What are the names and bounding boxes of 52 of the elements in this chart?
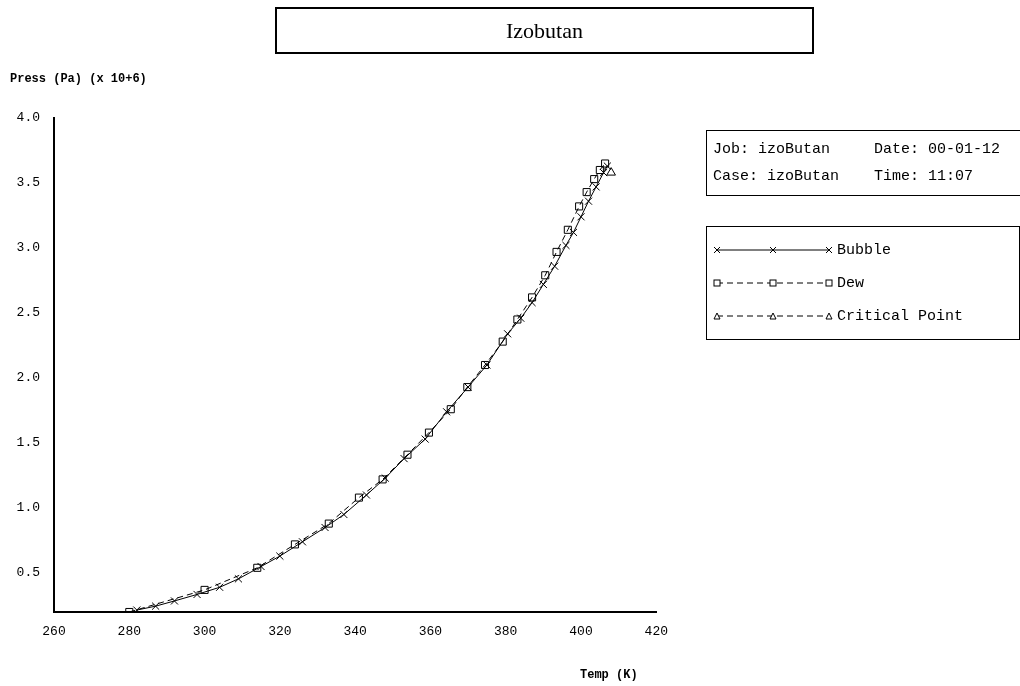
point <box>552 247 561 256</box>
text: Case: izoButan <box>713 168 841 185</box>
y-tick-label: 3.0 <box>16 240 40 256</box>
x-tick-label: 320 <box>268 624 292 640</box>
point <box>498 337 507 346</box>
y-tick-label: 0.5 <box>16 565 40 581</box>
legend-label: Critical Point <box>837 307 964 325</box>
point <box>601 159 610 168</box>
point <box>253 563 262 572</box>
point <box>513 315 522 324</box>
point <box>582 188 591 197</box>
x-tick-label: 280 <box>117 624 141 640</box>
text: Date: 00-01-12 <box>874 141 1002 158</box>
text: Time: 11:07 <box>874 168 975 185</box>
point <box>151 602 160 611</box>
point <box>595 165 604 175</box>
y-axis-title: Press (Pa) (x 10+6) <box>10 72 147 86</box>
point <box>563 225 572 234</box>
point <box>561 241 570 250</box>
point <box>606 167 616 176</box>
point <box>590 175 599 184</box>
x-tick-label: 380 <box>494 624 518 640</box>
y-tick-label: 3.5 <box>16 175 40 191</box>
x-tick-label: 300 <box>192 624 217 640</box>
point <box>424 428 433 437</box>
x-tick-label: 360 <box>418 624 443 640</box>
x-tick-label: 420 <box>644 624 668 640</box>
x-tick-label: 400 <box>569 624 593 640</box>
legend-label: Dew <box>837 274 865 292</box>
legend-label: Bubble <box>837 241 892 259</box>
point <box>446 405 455 414</box>
point <box>354 493 363 502</box>
point <box>403 450 412 459</box>
point <box>378 475 387 484</box>
y-tick-label: 1.5 <box>16 435 40 451</box>
y-tick-label: 2.0 <box>16 370 40 386</box>
point <box>290 540 299 549</box>
point <box>575 202 584 211</box>
point <box>541 271 550 280</box>
x-tick-label: 340 <box>343 624 367 640</box>
point <box>584 197 593 206</box>
point <box>324 519 333 528</box>
x-axis-title: Temp (K) <box>580 668 638 682</box>
point <box>200 585 209 594</box>
text: Job: izoButan <box>713 141 832 158</box>
chart-title: Izobutan <box>275 7 814 54</box>
y-tick-label: 1.0 <box>16 500 40 516</box>
y-tick-label: 2.5 <box>16 305 40 321</box>
x-tick-label: 260 <box>42 624 66 640</box>
point <box>576 212 586 221</box>
y-tick-label: 4.0 <box>16 110 40 126</box>
point <box>528 293 537 302</box>
